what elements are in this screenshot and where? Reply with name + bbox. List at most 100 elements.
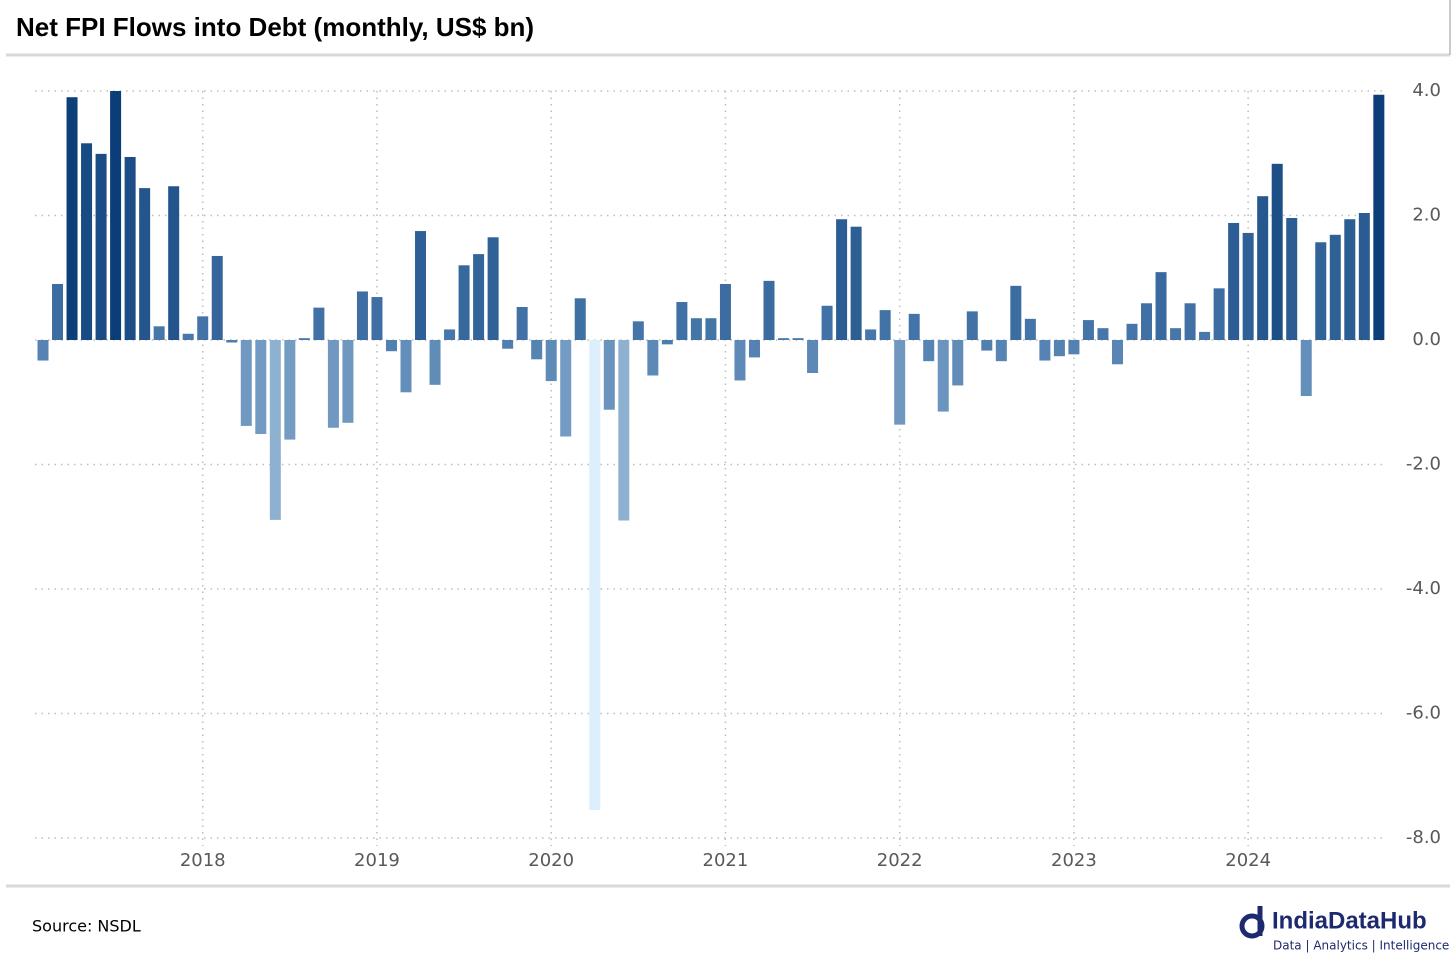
bar (327, 340, 339, 428)
bar (66, 97, 78, 340)
bar (995, 340, 1007, 362)
x-tick-label: 2022 (877, 850, 923, 871)
bar (197, 316, 209, 340)
bar (1126, 323, 1138, 340)
bar (589, 340, 601, 810)
brand-name: IndiaDataHub (1272, 907, 1427, 934)
y-tick-label: -2.0 (1406, 454, 1441, 475)
brand-tagline: Data | Analytics | Intelligence (1273, 939, 1449, 953)
bar (1213, 288, 1225, 340)
y-tick-label: -8.0 (1406, 827, 1441, 848)
x-tick-label: 2021 (703, 850, 749, 871)
bar (1358, 213, 1370, 340)
bar (719, 283, 731, 340)
bar (1242, 232, 1254, 340)
bar (81, 143, 93, 340)
bar (95, 153, 107, 340)
bar (603, 340, 615, 410)
bar (1141, 303, 1153, 340)
bar (168, 186, 180, 340)
bar (937, 340, 949, 412)
source-note: Source: NSDL (32, 917, 141, 936)
bar (1257, 196, 1269, 340)
bar (284, 340, 296, 440)
bar (1111, 340, 1123, 365)
bar (458, 265, 470, 340)
bar (647, 340, 659, 376)
bar (952, 340, 964, 386)
y-tick-label: 4.0 (1412, 80, 1441, 101)
bar (1053, 340, 1065, 357)
y-tick-label: 2.0 (1412, 205, 1441, 226)
y-tick-label: 0.0 (1412, 329, 1441, 350)
bar (182, 333, 194, 340)
bar (763, 280, 775, 340)
bar (676, 302, 688, 340)
bar (153, 326, 165, 340)
bar (748, 340, 760, 358)
x-tick-label: 2024 (1225, 850, 1271, 871)
bar (734, 340, 746, 381)
bar (792, 338, 804, 340)
bar (1155, 272, 1167, 340)
bar (1373, 94, 1385, 340)
bar (487, 237, 499, 340)
bar (879, 310, 891, 340)
bar (531, 340, 543, 360)
x-tick-label: 2019 (354, 850, 400, 871)
bar (850, 226, 862, 340)
bar (690, 318, 702, 340)
bar (110, 91, 122, 340)
bar (1170, 328, 1182, 340)
bar (778, 338, 790, 340)
bar (1039, 340, 1051, 361)
bar (1286, 217, 1298, 340)
bar (560, 340, 572, 437)
y-tick-label: -4.0 (1406, 578, 1441, 599)
bar (618, 340, 630, 521)
bar (908, 313, 920, 340)
bar (545, 340, 557, 382)
bar (705, 318, 717, 340)
bar (226, 340, 238, 343)
x-tick-label: 2018 (180, 850, 226, 871)
bar (1199, 331, 1211, 340)
bar (1315, 242, 1327, 340)
bar (298, 338, 310, 340)
bar (342, 340, 354, 423)
bar (836, 219, 848, 340)
y-tick-label: -6.0 (1406, 703, 1441, 724)
bar (502, 340, 514, 349)
bar (385, 340, 397, 352)
bar (1344, 219, 1356, 340)
bar (1024, 318, 1036, 340)
bar (240, 340, 252, 426)
bar (124, 156, 136, 340)
bar (1271, 163, 1283, 340)
bar (981, 340, 993, 351)
bar (516, 307, 528, 340)
bar (269, 340, 281, 520)
bar (632, 321, 644, 340)
bar (661, 340, 673, 345)
bar (356, 291, 368, 340)
bar (1010, 285, 1022, 340)
bar (807, 340, 819, 373)
bar (52, 283, 64, 340)
bar (444, 329, 456, 340)
bar (1082, 320, 1094, 340)
bar (400, 340, 412, 393)
x-tick-label: 2023 (1051, 850, 1097, 871)
bar (313, 307, 325, 340)
bar (371, 297, 383, 340)
chart-title: Net FPI Flows into Debt (monthly, US$ bn… (16, 12, 534, 42)
bar (821, 305, 833, 340)
bar (1329, 234, 1341, 340)
bar (37, 340, 49, 361)
bar (923, 340, 935, 362)
bar (211, 255, 223, 340)
bar (255, 340, 267, 434)
bar (574, 298, 586, 340)
bar (415, 231, 427, 340)
